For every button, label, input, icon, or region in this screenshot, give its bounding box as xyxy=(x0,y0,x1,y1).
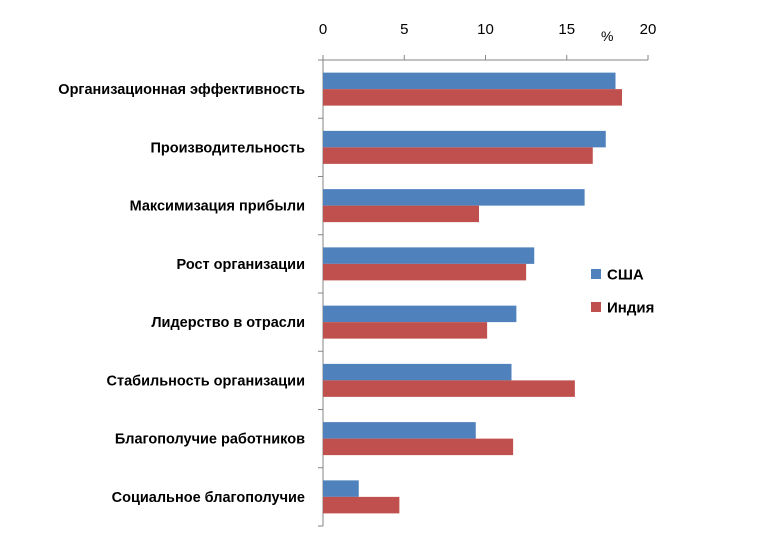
bar-series-1 xyxy=(323,130,606,148)
legend-label: США xyxy=(607,267,644,284)
bar-series-2 xyxy=(323,380,575,397)
bar-series-2 xyxy=(323,322,488,339)
axes xyxy=(318,55,649,527)
legend-swatch xyxy=(591,302,601,312)
x-tick-label: 5 xyxy=(400,21,408,38)
bar-series-1 xyxy=(323,422,476,439)
x-tick-label: 15 xyxy=(558,21,575,38)
bar-series-1 xyxy=(323,480,359,497)
x-axis-ticks: 0 5 10 15 20 xyxy=(319,21,657,38)
bar-series-2 xyxy=(323,438,514,456)
bar-series-1 xyxy=(323,189,585,206)
category-label: Производительность xyxy=(150,140,305,156)
bar-series-1 xyxy=(323,247,535,264)
category-label: Лидерство в отрасли xyxy=(151,315,305,331)
category-labels: Организационная эффективность Производите… xyxy=(58,82,305,506)
bar-series-2 xyxy=(323,263,527,281)
category-label: Социальное благополучие xyxy=(112,490,305,506)
legend: США Индия xyxy=(591,267,654,317)
unit-label: % xyxy=(601,28,613,44)
bars xyxy=(323,72,622,514)
bar-series-2 xyxy=(323,205,479,223)
x-tick-label: 20 xyxy=(640,21,657,38)
legend-swatch xyxy=(591,269,601,279)
category-label: Организационная эффективность xyxy=(58,82,305,98)
bar-series-2 xyxy=(323,496,400,514)
x-tick-label: 10 xyxy=(477,21,494,38)
bar-series-1 xyxy=(323,363,512,381)
category-label: Благополучие работников xyxy=(115,432,305,448)
bar-series-1 xyxy=(323,305,517,323)
legend-label: Индия xyxy=(607,300,654,317)
bar-series-2 xyxy=(323,147,593,164)
bar-series-2 xyxy=(323,89,622,106)
category-label: Максимизация прибыли xyxy=(130,199,305,215)
category-label: Стабильность организации xyxy=(107,373,305,389)
x-tick-label: 0 xyxy=(319,21,327,38)
bar-series-1 xyxy=(323,72,616,90)
category-label: Рост организации xyxy=(177,257,305,273)
